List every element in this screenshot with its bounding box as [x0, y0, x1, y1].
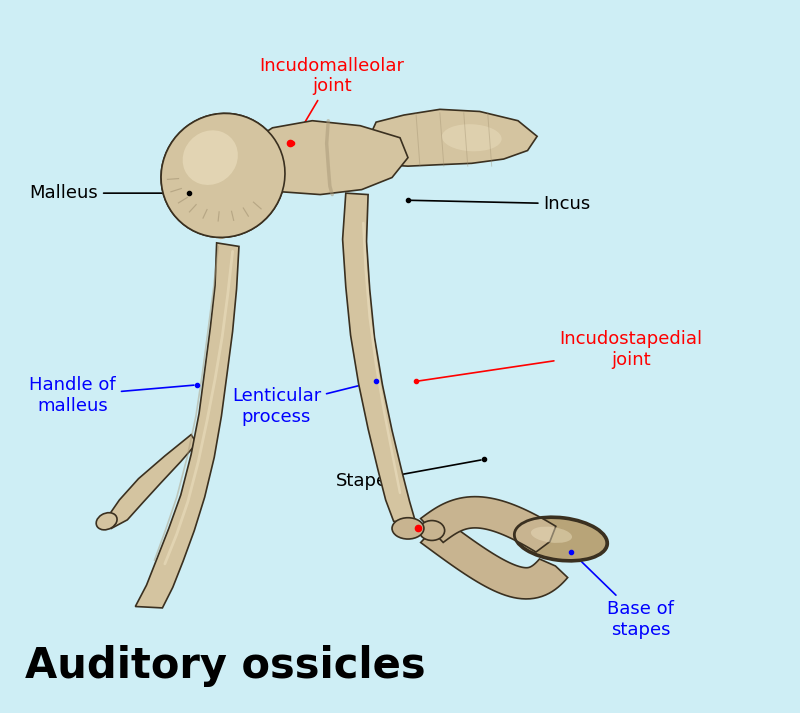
Ellipse shape	[515, 518, 606, 560]
Ellipse shape	[392, 518, 424, 539]
Text: Malleus: Malleus	[30, 184, 186, 202]
Text: Handle of
malleus: Handle of malleus	[30, 376, 194, 415]
Ellipse shape	[96, 513, 117, 530]
Ellipse shape	[184, 130, 242, 188]
Text: Lenticular
process: Lenticular process	[232, 382, 374, 426]
Polygon shape	[135, 243, 239, 608]
Text: Incudostapedial
joint: Incudostapedial joint	[418, 330, 702, 381]
Ellipse shape	[182, 130, 238, 185]
Polygon shape	[342, 193, 416, 523]
Ellipse shape	[531, 527, 572, 543]
Text: Stapes: Stapes	[336, 460, 481, 490]
Polygon shape	[368, 109, 537, 166]
Ellipse shape	[442, 124, 502, 151]
Text: Auditory ossicles: Auditory ossicles	[26, 645, 426, 687]
Text: Incudomalleolar
joint: Incudomalleolar joint	[260, 56, 405, 141]
Polygon shape	[245, 120, 408, 195]
Ellipse shape	[161, 113, 285, 237]
Polygon shape	[106, 435, 197, 528]
Polygon shape	[209, 200, 241, 240]
Ellipse shape	[161, 113, 285, 237]
Polygon shape	[421, 518, 568, 599]
Text: Base of
stapes: Base of stapes	[574, 554, 674, 639]
Ellipse shape	[419, 520, 445, 540]
Polygon shape	[421, 497, 556, 552]
Text: Incus: Incus	[410, 195, 590, 212]
